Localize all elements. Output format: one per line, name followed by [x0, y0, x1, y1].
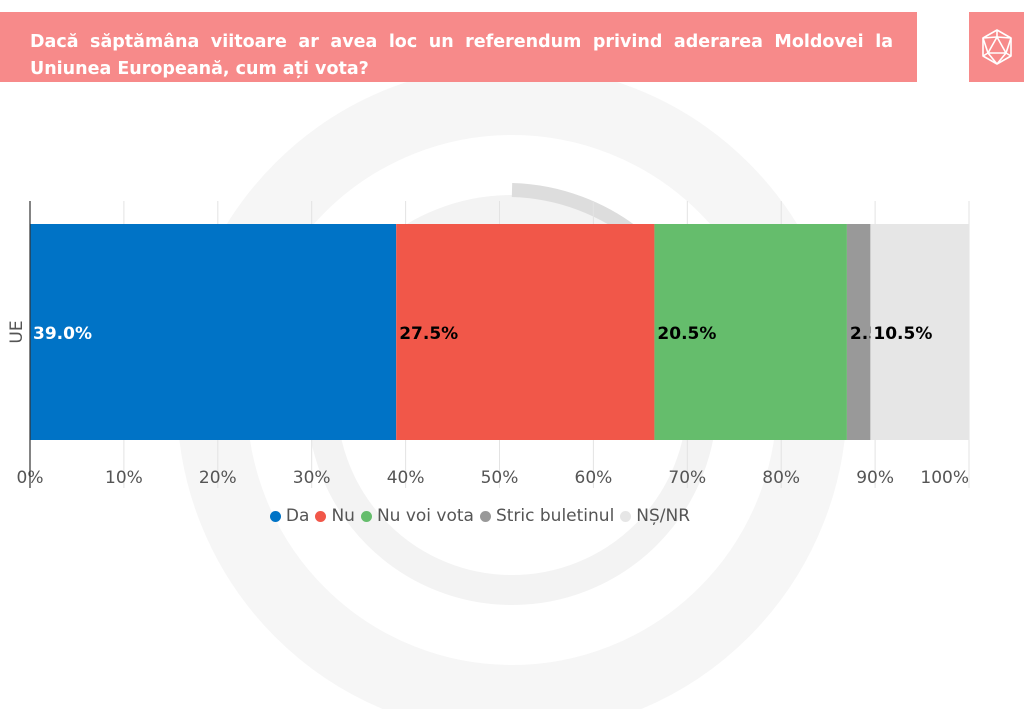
- data-label: 27.5%: [399, 324, 458, 344]
- bar-segment: [396, 224, 655, 440]
- title-banner: Dacă săptămâna viitoare ar avea loc un r…: [0, 12, 917, 82]
- data-label: 39.0%: [33, 324, 92, 344]
- legend-marker: [360, 510, 372, 522]
- x-tick-label: 80%: [762, 468, 800, 488]
- legend-label: Da: [285, 506, 310, 526]
- x-tick-label: 60%: [575, 468, 613, 488]
- data-label: 20.5%: [657, 324, 716, 344]
- bar-segment: [654, 224, 847, 440]
- x-tick-label: 50%: [481, 468, 519, 488]
- category-label: UE: [7, 320, 27, 343]
- legend-label: Stric buletinul: [495, 506, 615, 526]
- legend-item[interactable]: Nu: [315, 506, 355, 526]
- bar-segment: [30, 224, 397, 440]
- x-tick-label: 100%: [920, 468, 969, 488]
- chart-legend: Da Nu Nu voi vota Stric buletinul NȘ/NR: [0, 506, 960, 526]
- x-tick-label: 40%: [387, 468, 425, 488]
- x-tick-label: 70%: [668, 468, 706, 488]
- legend-label: NȘ/NR: [636, 506, 691, 526]
- legend-marker: [315, 510, 327, 522]
- icosahedron-logo-icon: [981, 29, 1012, 65]
- x-tick-label: 90%: [856, 468, 894, 488]
- x-tick-label: 20%: [199, 468, 237, 488]
- chart-title: Dacă săptămâna viitoare ar avea loc un r…: [30, 32, 893, 79]
- legend-item[interactable]: Nu voi vota: [360, 506, 474, 526]
- bar-segment: [846, 224, 871, 440]
- legend-item[interactable]: NȘ/NR: [620, 506, 690, 526]
- legend-marker: [620, 510, 632, 522]
- legend-label: Nu: [331, 506, 355, 526]
- legend-item[interactable]: Stric buletinul: [479, 506, 615, 526]
- legend-marker: [269, 510, 281, 522]
- x-tick-label: 10%: [105, 468, 143, 488]
- legend-label: Nu voi vota: [376, 506, 474, 526]
- data-label: 10.5%: [873, 324, 932, 344]
- legend-item[interactable]: Da: [269, 506, 310, 526]
- legend-marker: [479, 510, 491, 522]
- logo-box: [969, 12, 1024, 82]
- x-tick-label: 30%: [293, 468, 331, 488]
- bar-segment: [870, 224, 969, 440]
